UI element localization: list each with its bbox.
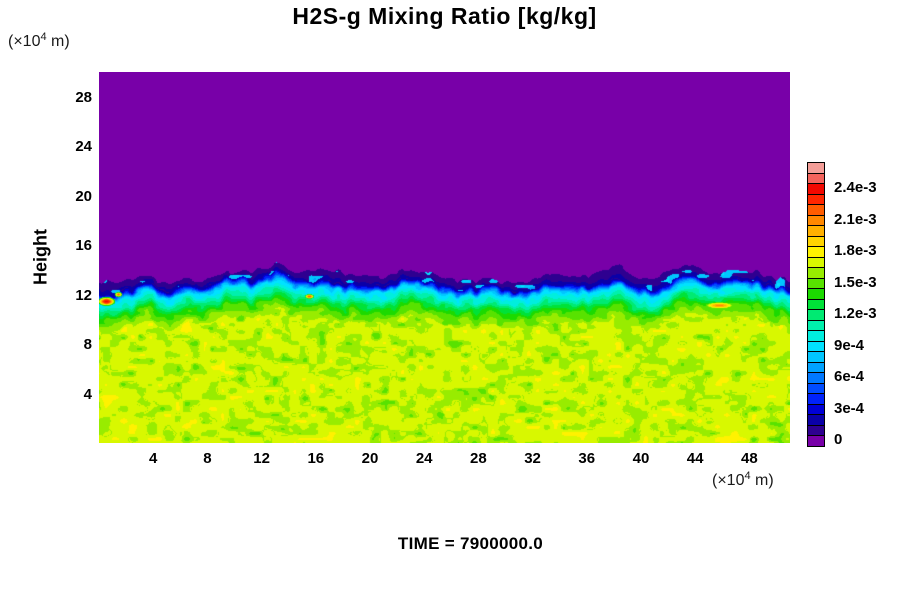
colorbar-cell (808, 267, 824, 278)
colorbar-tick-label: 1.2e-3 (834, 305, 877, 323)
y-tick-label: 20 (75, 187, 92, 205)
colorbar-cell (808, 288, 824, 299)
y-axis-unit-label: (×104 m) (8, 31, 70, 51)
colorbar-cell (808, 414, 824, 425)
colorbar-cell (808, 340, 824, 352)
colorbar-cell (808, 193, 824, 205)
y-axis-unit-prefix: (×10 (8, 33, 41, 50)
colorbar-tick-label: 9e-4 (834, 336, 865, 354)
x-axis-unit-exponent: 4 (744, 470, 751, 482)
time-label: TIME = 7900000.0 (397, 534, 544, 553)
x-tick-label: 16 (307, 450, 325, 467)
x-axis-unit-label: (×104 m) (712, 470, 774, 490)
x-tick-label: 8 (203, 450, 212, 467)
colorbar-cell (808, 393, 824, 404)
colorbar-cell (808, 351, 824, 362)
x-axis-unit-suffix: m) (750, 472, 774, 489)
colorbar-cell (808, 163, 824, 173)
colorbar-tick-label: 2.4e-3 (834, 179, 877, 197)
colorbar-cell (808, 382, 824, 394)
colorbar-cell (808, 225, 824, 236)
y-tick-label: 24 (75, 138, 92, 156)
x-tick-label: 36 (578, 450, 596, 467)
x-tick-label: 24 (415, 450, 433, 467)
colorbar-tick-label: 2.1e-3 (834, 210, 877, 228)
colorbar-cell (808, 309, 824, 320)
x-axis-unit-prefix: (×10 (712, 472, 745, 489)
colorbar-cell (808, 435, 824, 446)
colorbar-cell (808, 277, 824, 289)
chart-title: H2S-g Mixing Ratio [kg/kg] (292, 3, 597, 29)
x-tick-label: 44 (686, 450, 704, 467)
colorbar-cell (808, 183, 824, 194)
y-axis-unit-suffix: m) (46, 33, 70, 50)
colorbar-tick-label: 6e-4 (834, 368, 865, 386)
x-tick-label: 40 (632, 450, 650, 467)
x-tick-label: 28 (470, 450, 487, 467)
colorbar-cell (808, 403, 824, 415)
x-tick-label: 20 (361, 450, 379, 467)
colorbar-cell (808, 372, 824, 383)
colorbar-cell (808, 319, 824, 331)
colorbar-cell (808, 424, 824, 436)
colorbar-tick-label: 0 (834, 431, 843, 448)
y-tick-label: 12 (75, 286, 92, 304)
colorbar-cell (808, 361, 824, 373)
x-tick-label: 48 (741, 450, 758, 467)
colorbar-cell (808, 298, 824, 310)
y-axis-unit-exponent: 4 (40, 31, 47, 43)
colorbar-tick-label: 1.5e-3 (834, 273, 877, 291)
y-tick-label: 16 (75, 237, 92, 255)
colorbar-cell (808, 246, 824, 257)
colorbar (807, 162, 825, 447)
y-tick-label: 28 (75, 89, 92, 106)
heatmap-canvas (99, 72, 790, 443)
x-tick-label: 32 (524, 450, 541, 467)
colorbar-cell (808, 235, 824, 247)
colorbar-cell (808, 214, 824, 226)
x-tick-label: 12 (253, 450, 270, 467)
x-tick-label: 4 (149, 450, 158, 467)
y-tick-label: 4 (83, 385, 92, 403)
colorbar-cell (808, 256, 824, 268)
y-tick-label: 8 (83, 336, 92, 354)
colorbar-cell (808, 172, 824, 184)
colorbar-cell (808, 204, 824, 215)
colorbar-tick-label: 1.8e-3 (834, 242, 877, 260)
colorbar-tick-label: 3e-4 (834, 399, 865, 417)
colorbar-cell (808, 330, 824, 341)
